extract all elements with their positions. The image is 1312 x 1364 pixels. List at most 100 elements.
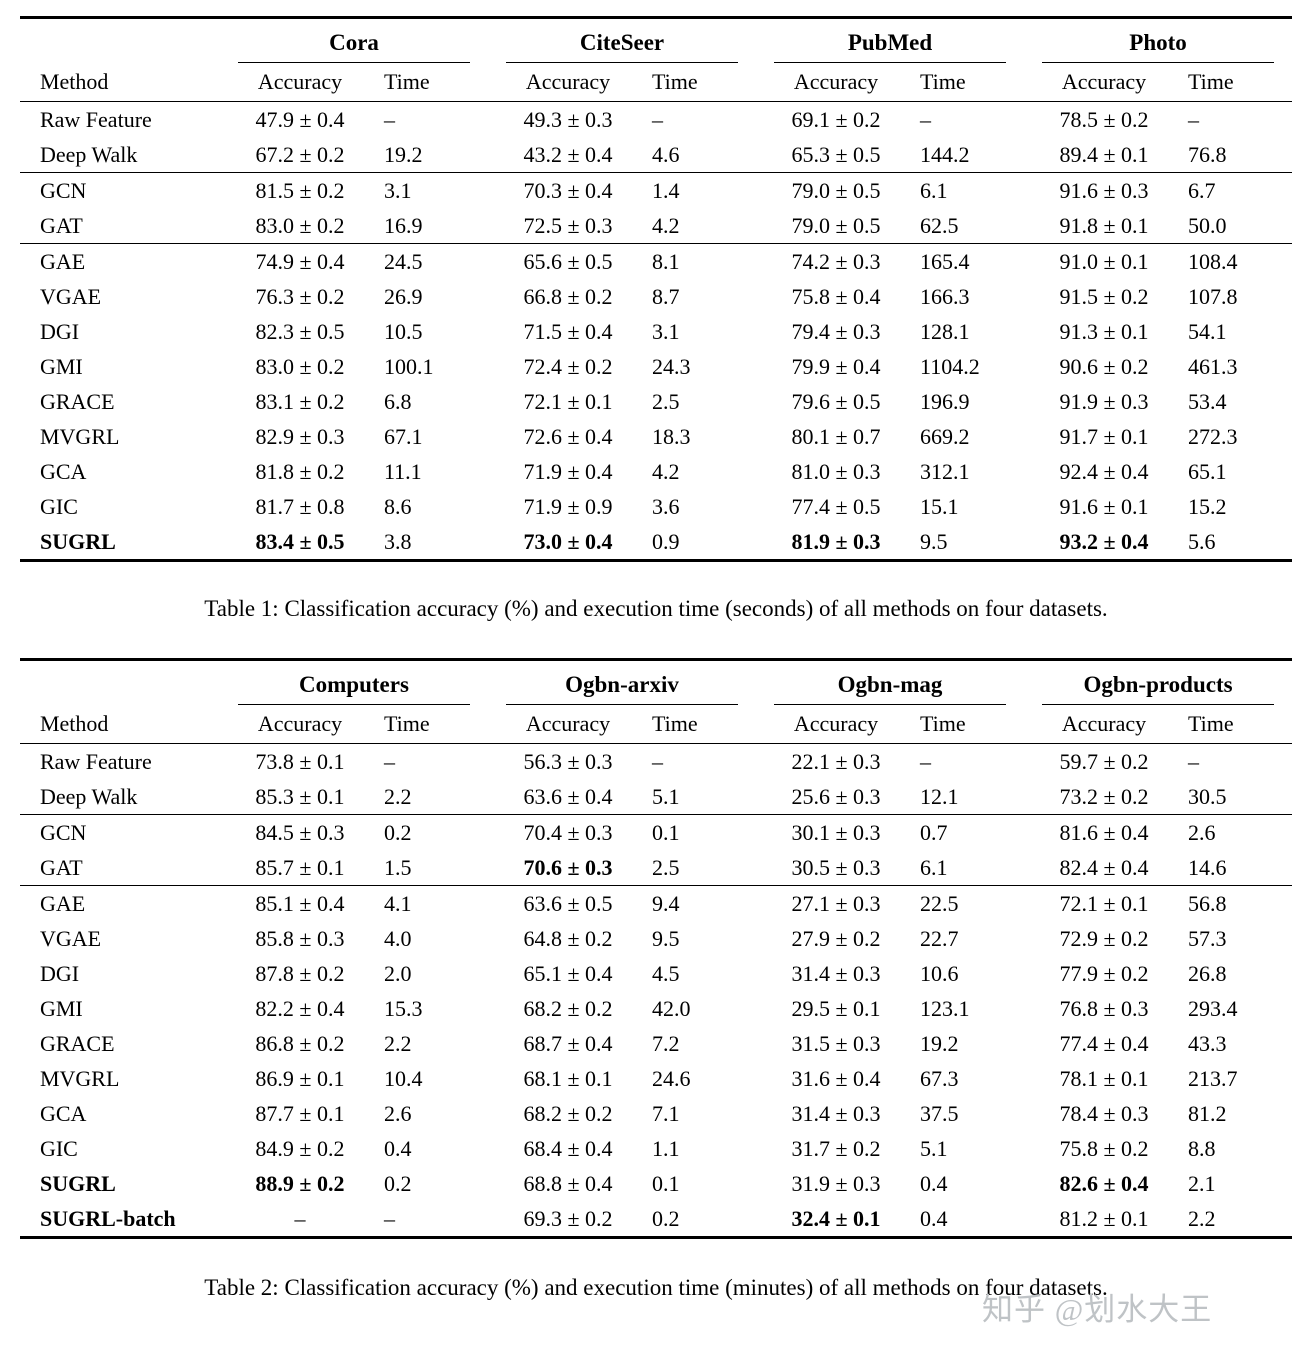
table2-caption: Table 2: Classification accuracy (%) and… xyxy=(204,1275,1108,1300)
accuracy-cell: 81.9 ± 0.3 xyxy=(791,529,881,554)
time-cell: 7.2 xyxy=(651,1031,680,1056)
table-row: Raw Feature 47.9 ± 0.4 – 49.3 ± 0.3 – 69.1 ± … xyxy=(20,102,1292,138)
table-row: GIC 84.9 ± 0.2 0.4 68.4 ± 0.4 1.1 31.7 ± 0.2 5… xyxy=(20,1131,1292,1166)
method-cell: GMI xyxy=(39,996,83,1021)
method-cell: GCA xyxy=(39,1101,87,1126)
time-cell: 43.3 xyxy=(1188,1031,1227,1056)
dataset-header: CiteSeer xyxy=(488,18,756,63)
accuracy-cell: 77.4 ± 0.4 xyxy=(1059,1031,1149,1056)
accuracy-cell: 87.7 ± 0.1 xyxy=(255,1101,345,1126)
table-row: DGI 87.8 ± 0.2 2.0 65.1 ± 0.4 4.5 31.4 ± 0.3 1… xyxy=(20,956,1292,991)
time-cell: 4.2 xyxy=(652,213,680,238)
method-cell: SUGRL-batch xyxy=(39,1206,176,1231)
accuracy-cell: 68.2 ± 0.2 xyxy=(523,996,613,1021)
dataset-label: Ogbn-mag xyxy=(774,661,1007,705)
time-cell: 312.1 xyxy=(920,459,970,484)
time-cell: 19.2 xyxy=(920,1031,959,1056)
column-header-row: Method Accuracy Time Accuracy Time Accuracy Ti… xyxy=(19,705,1293,744)
accuracy-cell: 80.1 ± 0.7 xyxy=(791,424,881,449)
accuracy-cell: 87.8 ± 0.2 xyxy=(255,961,345,986)
time-cell: 57.3 xyxy=(1188,926,1227,951)
accuracy-cell: 79.6 ± 0.5 xyxy=(791,389,881,414)
accuracy-cell: 78.4 ± 0.3 xyxy=(1059,1101,1149,1126)
column-header-row: Method Accuracy Time Accuracy Time Accuracy Ti… xyxy=(19,63,1293,102)
time-cell: 76.8 xyxy=(1188,142,1227,167)
accuracy-cell: 91.3 ± 0.1 xyxy=(1059,319,1149,344)
time-cell: 4.2 xyxy=(652,459,680,484)
accuracy-header: Accuracy xyxy=(219,705,380,744)
method-cell: Deep Walk xyxy=(39,784,138,809)
accuracy-cell: 82.3 ± 0.5 xyxy=(255,319,345,344)
time-cell: – xyxy=(1188,107,1200,132)
time-cell: 1.5 xyxy=(383,855,412,880)
time-cell: 11.1 xyxy=(383,459,422,484)
time-cell: 123.1 xyxy=(920,996,970,1021)
time-cell: 166.3 xyxy=(920,284,970,309)
accuracy-cell: 77.9 ± 0.2 xyxy=(1059,961,1149,986)
time-cell: 107.8 xyxy=(1188,284,1238,309)
accuracy-cell: 31.4 ± 0.3 xyxy=(791,961,881,986)
accuracy-cell: 76.3 ± 0.2 xyxy=(255,284,345,309)
method-cell: GCA xyxy=(39,459,87,484)
accuracy-cell: 65.6 ± 0.5 xyxy=(488,243,648,279)
table-row: Deep Walk 85.3 ± 0.1 2.2 63.6 ± 0.4 5.1 25.6 … xyxy=(20,779,1292,815)
accuracy-cell: 83.4 ± 0.5 xyxy=(255,529,345,554)
time-cell: 2.2 xyxy=(383,784,412,809)
accuracy-cell: 81.8 ± 0.2 xyxy=(255,459,345,484)
method-cell: GIC xyxy=(39,1136,78,1161)
table-row: MVGRL 82.9 ± 0.3 67.1 72.6 ± 0.4 18.3 80.1 ± … xyxy=(20,419,1292,454)
accuracy-cell: 68.1 ± 0.1 xyxy=(523,1066,613,1091)
corner-cell xyxy=(20,18,220,64)
accuracy-cell: 73.2 ± 0.2 xyxy=(1059,784,1149,809)
time-cell: 4.5 xyxy=(651,961,680,986)
method-header: Method xyxy=(19,705,220,744)
dataset-label: PubMed xyxy=(774,19,1007,63)
accuracy-cell: 68.2 ± 0.2 xyxy=(523,1101,613,1126)
table-row: Deep Walk 67.2 ± 0.2 19.2 43.2 ± 0.4 4.6 65.3… xyxy=(20,137,1292,173)
time-cell: 15.1 xyxy=(920,494,959,519)
accuracy-cell: 73.8 ± 0.1 xyxy=(255,749,345,774)
method-cell: MVGRL xyxy=(39,1066,120,1091)
accuracy-cell: 69.1 ± 0.2 xyxy=(791,107,881,132)
accuracy-cell: 30.5 ± 0.3 xyxy=(791,855,881,880)
row-group: GAE 74.9 ± 0.4 24.5 65.6 ± 0.5 8.1 74.2 ± 0.3… xyxy=(19,243,1293,561)
accuracy-cell: 70.4 ± 0.3 xyxy=(487,814,648,850)
accuracy-cell: 69.3 ± 0.2 xyxy=(523,1206,613,1231)
accuracy-cell: 71.5 ± 0.4 xyxy=(523,319,613,344)
table-row: MVGRL 86.9 ± 0.1 10.4 68.1 ± 0.1 24.6 31.6 ± … xyxy=(20,1061,1292,1096)
time-cell: 30.5 xyxy=(1188,784,1227,809)
accuracy-header: Accuracy xyxy=(219,63,380,102)
time-cell: 0.9 xyxy=(652,529,680,554)
time-cell: 10.6 xyxy=(920,961,959,986)
accuracy-cell: 77.4 ± 0.5 xyxy=(791,494,881,519)
accuracy-cell: 63.6 ± 0.5 xyxy=(487,885,648,921)
time-cell: – xyxy=(383,749,395,774)
time-cell: 5.1 xyxy=(920,1136,948,1161)
time-cell: 22.5 xyxy=(916,885,1025,921)
accuracy-cell: 65.1 ± 0.4 xyxy=(523,961,613,986)
time-cell: 8.6 xyxy=(383,494,412,519)
time-cell: 1.1 xyxy=(651,1136,680,1161)
row-group: Raw Feature 73.8 ± 0.1 – 56.3 ± 0.3 – 22.1 ± … xyxy=(20,744,1292,815)
accuracy-cell: 74.9 ± 0.4 xyxy=(219,243,380,279)
table-row: GRACE 86.8 ± 0.2 2.2 68.7 ± 0.4 7.2 31.5 ± 0.… xyxy=(20,1026,1292,1061)
accuracy-cell: 72.9 ± 0.2 xyxy=(1059,926,1149,951)
accuracy-cell: 83.0 ± 0.2 xyxy=(255,213,345,238)
accuracy-cell: 82.9 ± 0.3 xyxy=(255,424,345,449)
accuracy-cell: 81.7 ± 0.8 xyxy=(255,494,345,519)
method-cell: GCN xyxy=(19,172,220,208)
accuracy-cell: 82.2 ± 0.4 xyxy=(255,996,345,1021)
time-cell: 2.0 xyxy=(383,961,412,986)
table-row: GCN 84.5 ± 0.3 0.2 70.4 ± 0.3 0.1 30.1 ± 0.3 0… xyxy=(19,814,1293,850)
accuracy-cell: 85.7 ± 0.1 xyxy=(255,855,345,880)
time-cell: 2.2 xyxy=(1188,1206,1216,1231)
accuracy-cell: 83.0 ± 0.2 xyxy=(255,354,345,379)
dataset-header: Computers xyxy=(220,660,488,705)
time-cell: 0.7 xyxy=(916,814,1025,850)
dataset-header: PubMed xyxy=(756,18,1024,63)
accuracy-cell: 59.7 ± 0.2 xyxy=(1059,749,1149,774)
table-row: GIC 81.7 ± 0.8 8.6 71.9 ± 0.9 3.6 77.4 ± 0.5 1… xyxy=(20,489,1292,524)
method-cell: VGAE xyxy=(39,284,102,309)
time-cell: – xyxy=(383,1206,395,1231)
time-cell: 5.6 xyxy=(1188,529,1216,554)
